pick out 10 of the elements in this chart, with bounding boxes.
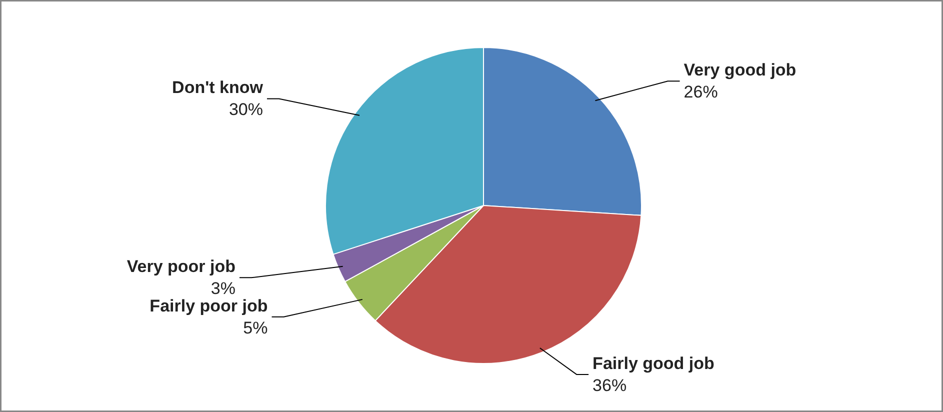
data-label: 26% xyxy=(684,82,718,102)
data-label: 36% xyxy=(592,376,627,395)
slice-label: Fairly good job xyxy=(592,354,714,373)
slice-label: Don't know xyxy=(172,78,264,98)
slice-label: Fairly poor job xyxy=(150,296,268,316)
slice-label: Very poor job xyxy=(126,257,236,276)
data-label: 5% xyxy=(243,318,268,338)
data-label: 3% xyxy=(210,279,236,298)
data-label: 30% xyxy=(228,100,263,120)
slice-label: Very good job xyxy=(684,60,796,80)
